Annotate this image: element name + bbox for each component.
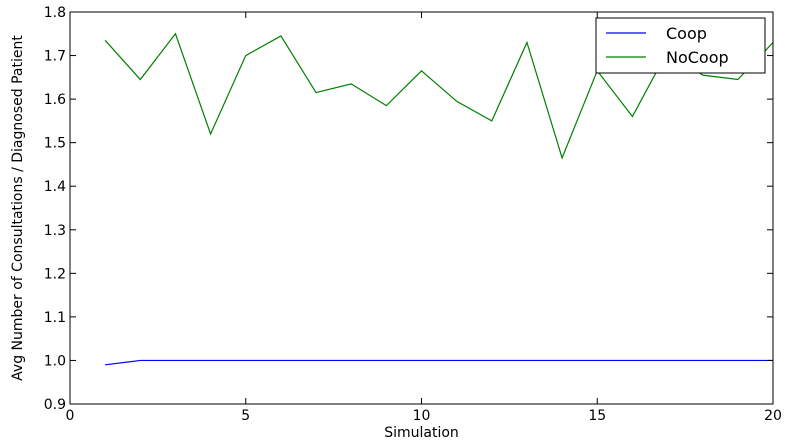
y-tick-label: 1.2 — [44, 266, 66, 282]
legend-label-nocoop: NoCoop — [666, 48, 729, 67]
y-tick-label: 1.1 — [44, 310, 66, 326]
y-tick-label: 1.4 — [44, 179, 66, 195]
x-tick-label: 10 — [413, 408, 431, 424]
y-tick-label: 1.0 — [44, 353, 66, 369]
plot-lines — [104, 32, 774, 366]
x-tick-label: 5 — [241, 408, 250, 424]
y-tick-label: 1.7 — [44, 49, 66, 65]
y-tick-label: 1.8 — [44, 5, 66, 21]
y-tick-label: 0.9 — [44, 397, 66, 413]
y-axis-label: Avg Number of Consultations / Diagnosed … — [10, 35, 26, 381]
x-axis-label: Simulation — [384, 425, 459, 441]
tick-labels: 0 5 10 15 20 0.9 1.0 1.1 1.2 1.3 1.4 1.5 1.6 1.7 1.8 — [44, 5, 782, 424]
x-tick-label: 0 — [66, 408, 75, 424]
x-tick-label: 20 — [764, 408, 782, 424]
y-tick-label: 1.5 — [44, 136, 66, 152]
x-tick-label: 15 — [588, 408, 606, 424]
y-tick-label: 1.6 — [44, 92, 66, 108]
legend-box — [595, 17, 766, 74]
legend: Coop NoCoop — [595, 17, 766, 74]
legend-label-coop: Coop — [666, 24, 707, 43]
ticks — [69, 11, 774, 405]
series-line-coop — [105, 359, 773, 366]
y-tick-label: 1.3 — [44, 223, 66, 239]
